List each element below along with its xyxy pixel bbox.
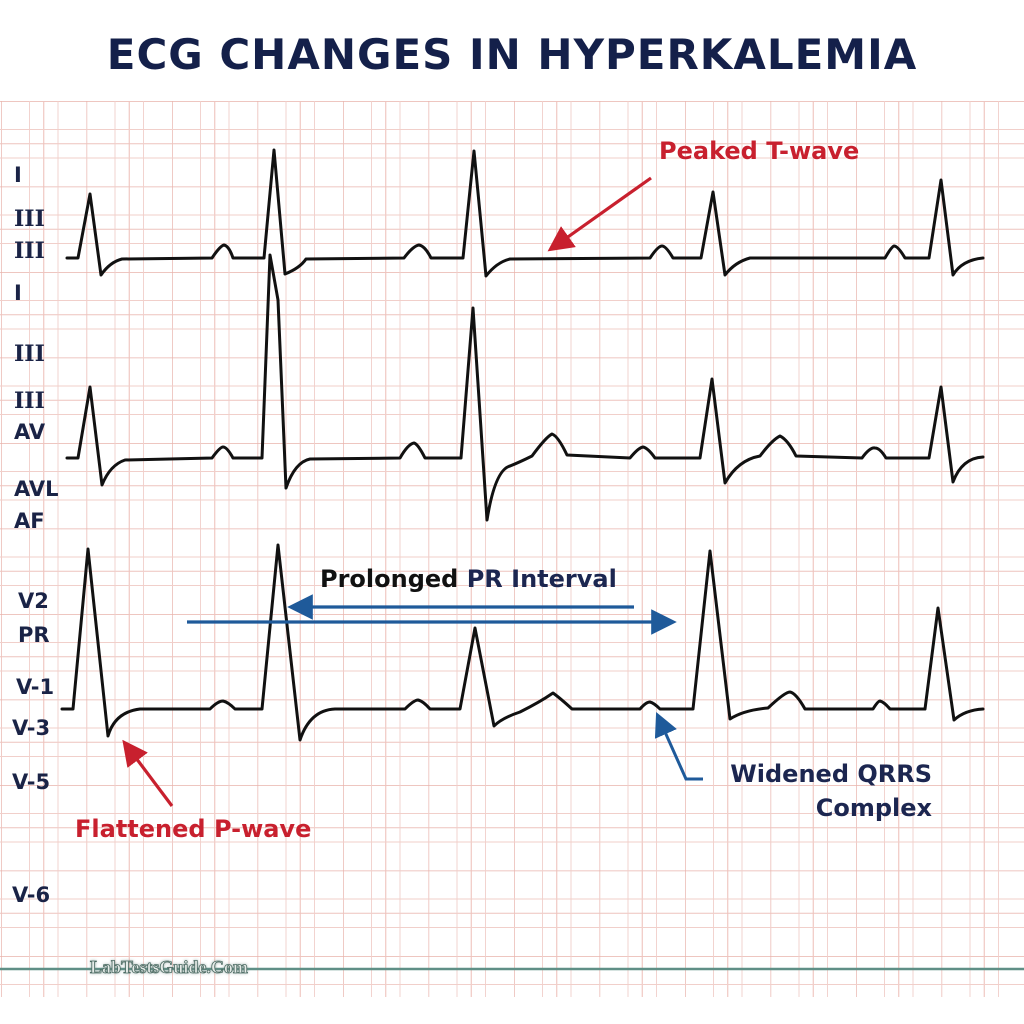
lead-label: V2	[18, 589, 49, 613]
lead-label: III	[14, 341, 45, 367]
lead-label: III	[14, 388, 45, 414]
widened-qrs-line-2: Complex	[815, 794, 932, 822]
lead-label: V-1	[16, 675, 55, 699]
ecg-trace-2	[65, 253, 985, 522]
flattened-p-wave-arrow	[122, 739, 174, 807]
lead-label: PR	[18, 623, 50, 647]
prolonged-pr-interval-label: Prolonged PR Interval	[320, 565, 617, 593]
widened-qrs-arrow	[654, 712, 703, 781]
lead-label: AF	[14, 509, 45, 533]
lead-label: AVL	[14, 477, 59, 501]
peaked-t-wave-label: Peaked T-wave	[659, 137, 860, 165]
lead-label: V-3	[12, 716, 51, 740]
peaked-t-wave-arrow	[547, 176, 652, 252]
ecg-trace-3	[60, 543, 985, 742]
pr-interval-word: PR Interval	[466, 565, 617, 593]
lead-label: V-5	[12, 770, 51, 794]
flattened-p-wave-label: Flattened P-wave	[75, 815, 312, 843]
lead-label: I	[14, 163, 22, 187]
watermark: LabTestsGuide.Com	[90, 957, 249, 978]
widened-qrs-line-1: Widened QRRS	[730, 760, 932, 788]
ecg-grid	[0, 101, 1024, 997]
page-title: ECG CHANGES IN HYPERKALEMIA	[106, 30, 918, 79]
ecg-trace-1	[65, 148, 985, 278]
lead-label: III	[14, 238, 45, 264]
lead-label: AV	[14, 420, 46, 444]
lead-label: III	[14, 206, 45, 232]
widened-qrs-label: Widened QRRS Complex	[716, 757, 932, 825]
lead-label: V-6	[12, 883, 51, 907]
lead-label: I	[14, 281, 22, 305]
prolonged-pr-word: Prolonged	[320, 565, 459, 593]
